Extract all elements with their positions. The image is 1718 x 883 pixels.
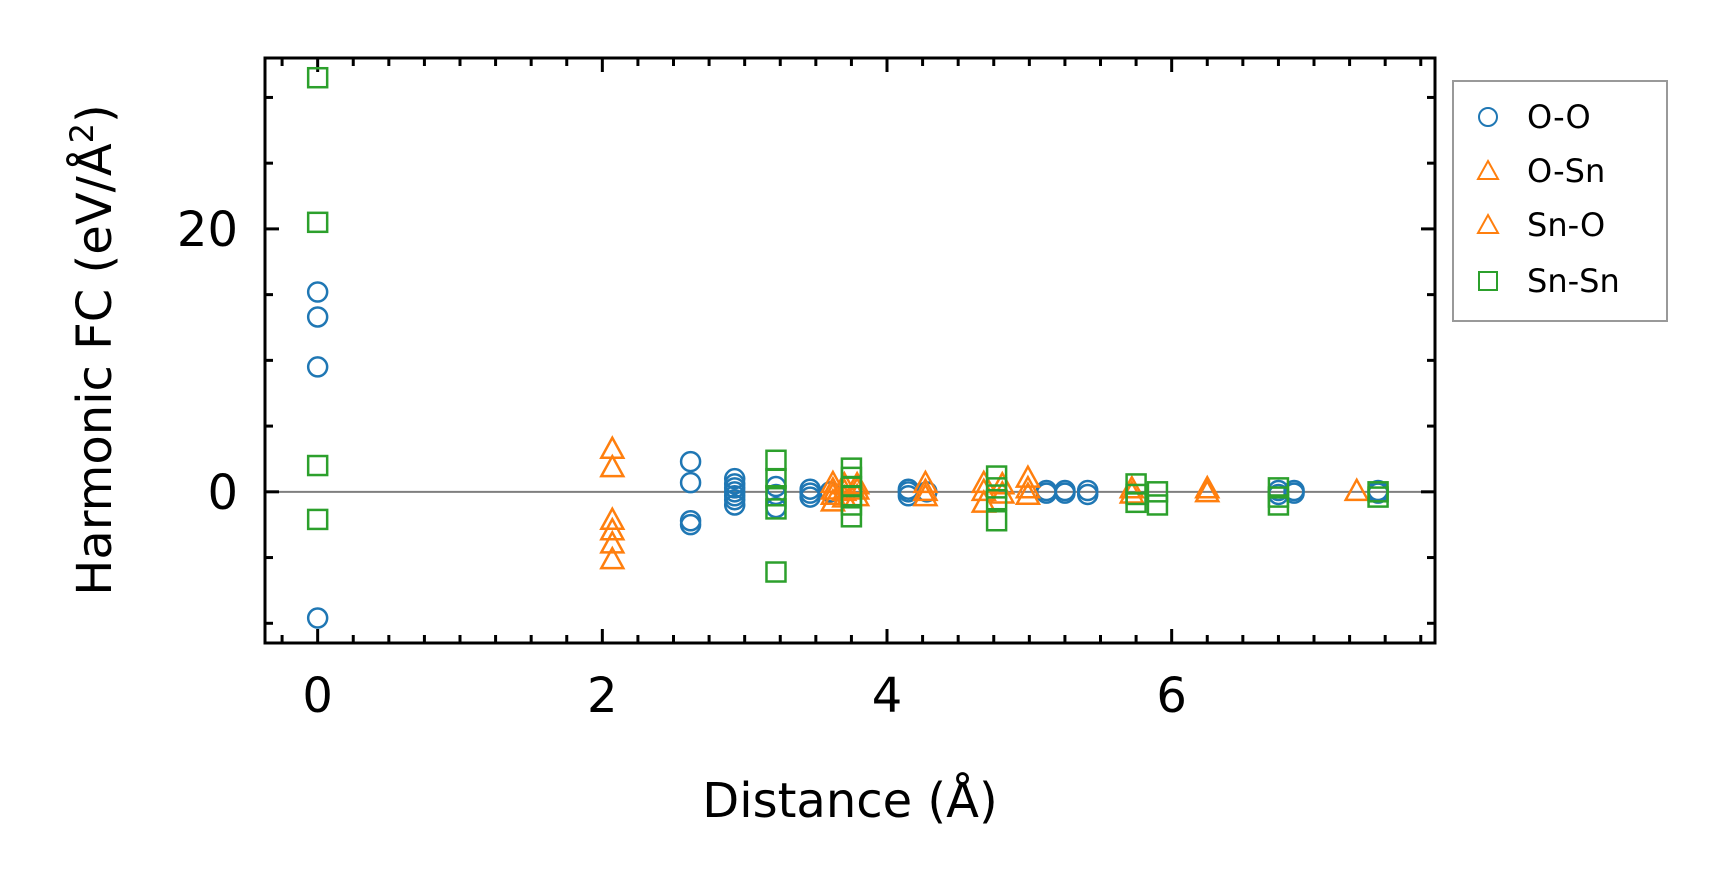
point-sn-sn	[1146, 481, 1169, 503]
point-o-o	[306, 281, 329, 303]
point-o-o	[306, 356, 329, 378]
point-o-sn	[599, 506, 626, 530]
legend: O-O O-Sn Sn-O Sn-Sn	[1452, 80, 1668, 322]
point-o-sn	[599, 545, 626, 570]
plot-frame	[263, 56, 1437, 645]
point-o-o	[799, 486, 821, 508]
point-sn-sn	[1146, 494, 1169, 516]
point-o-o	[723, 494, 746, 516]
point-o-sn	[599, 529, 626, 554]
point-sn-sn	[306, 508, 329, 531]
point-o-o	[306, 607, 329, 629]
y-tick-label: 0	[207, 465, 238, 521]
point-o-sn	[1014, 474, 1042, 499]
y-axis-label: Harmonic FC (eV/Å2)	[63, 104, 123, 596]
x-axis-label: Distance (Å)	[702, 772, 997, 829]
point-o-sn	[1343, 477, 1370, 502]
point-o-sn	[1194, 478, 1221, 503]
point-sn-sn	[765, 467, 787, 490]
x-tick-label: 2	[587, 668, 618, 724]
point-o-o	[765, 496, 787, 519]
point-sn-sn	[985, 509, 1008, 532]
point-o-o	[1054, 482, 1076, 504]
point-sn-sn	[306, 454, 329, 477]
x-tick-label: 4	[872, 668, 903, 724]
point-sn-sn	[765, 498, 787, 520]
y-axis-label-superscript: 2	[63, 123, 101, 143]
point-sn-sn	[1125, 491, 1147, 514]
point-sn-sn	[765, 485, 787, 507]
legend-triangle-marker	[1476, 212, 1500, 234]
point-o-o	[723, 488, 746, 511]
legend-label: Sn-Sn	[1527, 262, 1620, 300]
y-axis-label-close: )	[67, 104, 123, 123]
legend-label: O-O	[1527, 98, 1591, 136]
point-o-sn	[912, 469, 939, 494]
data-points	[306, 66, 1389, 629]
legend-circle-marker	[1478, 107, 1498, 127]
point-o-sn	[844, 470, 871, 495]
point-o-o	[1283, 482, 1305, 504]
point-o-sn	[970, 489, 997, 513]
legend-box	[1452, 80, 1668, 322]
legend-square-marker	[1478, 271, 1498, 291]
point-sn-sn	[985, 488, 1008, 511]
point-o-sn	[989, 479, 1016, 504]
point-sn-sn	[985, 465, 1008, 487]
y-axis-label-main: Harmonic FC (eV/Å	[66, 143, 123, 596]
legend-label: O-Sn	[1527, 152, 1605, 190]
point-sn-sn	[840, 494, 863, 516]
point-sn-sn	[765, 449, 787, 472]
point-o-sn	[831, 470, 858, 495]
point-o-o	[1076, 483, 1099, 506]
legend-entry-o-sn: O-Sn	[1476, 152, 1605, 190]
legend-entry-o-o: O-O	[1478, 98, 1591, 136]
point-o-sn	[844, 475, 871, 500]
y-tick-label: 20	[177, 202, 238, 258]
point-o-o	[306, 306, 329, 328]
point-o-sn	[989, 470, 1016, 495]
point-o-o	[679, 471, 702, 494]
tick-marks	[265, 58, 1435, 643]
point-sn-sn	[840, 506, 863, 528]
tick-labels: 0 2 4 6 0 20	[177, 202, 1187, 724]
plot-area	[263, 56, 1437, 645]
point-o-o	[679, 450, 702, 473]
point-o-o	[679, 513, 702, 536]
point-sn-sn	[306, 211, 329, 234]
legend-entry-sn-sn: Sn-Sn	[1478, 262, 1620, 300]
point-o-sn	[599, 453, 626, 478]
legend-triangle-marker	[1476, 158, 1500, 180]
legend-entry-sn-o: Sn-O	[1476, 206, 1605, 244]
point-o-o	[723, 467, 746, 490]
point-o-sn	[912, 477, 939, 502]
legend-label: Sn-O	[1527, 206, 1605, 244]
point-sn-sn	[985, 477, 1008, 499]
point-o-sn	[1014, 464, 1042, 488]
point-sn-sn	[1367, 486, 1389, 508]
x-tick-label: 0	[302, 668, 333, 724]
point-o-sn	[599, 516, 626, 541]
point-sn-sn	[1267, 494, 1290, 516]
point-sn-sn	[765, 561, 787, 583]
x-tick-label: 6	[1156, 668, 1187, 724]
point-o-sn	[912, 482, 939, 507]
point-o-sn	[1014, 481, 1042, 506]
point-sn-sn	[306, 66, 329, 89]
point-o-sn	[1194, 474, 1221, 499]
